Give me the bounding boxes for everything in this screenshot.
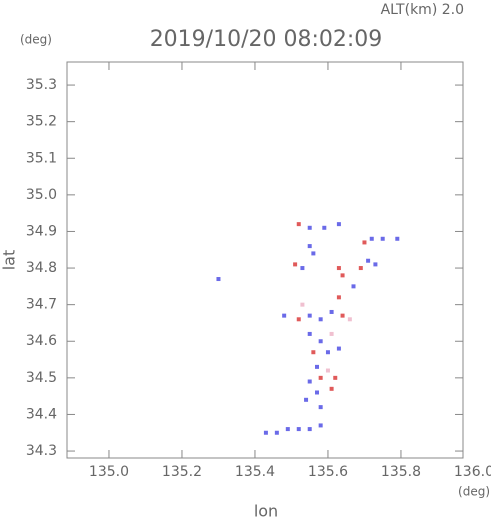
echo-point — [373, 262, 378, 267]
echo-point — [307, 313, 312, 318]
echo-point — [336, 346, 341, 351]
y-tick-label: 34.8 — [26, 260, 57, 276]
echo-point — [282, 313, 287, 318]
x-tick-label: 135.0 — [89, 464, 129, 480]
echo-point — [263, 430, 268, 435]
echo-point — [285, 427, 290, 432]
x-unit: (deg) — [458, 485, 490, 499]
echo-point — [325, 368, 330, 373]
x-tick-label: 135.8 — [381, 464, 421, 480]
echo-point — [369, 236, 374, 241]
echo-point — [307, 225, 312, 230]
y-tick-label: 34.5 — [26, 370, 57, 386]
echo-point — [340, 313, 345, 318]
echo-point — [296, 317, 301, 322]
echo-point — [336, 222, 341, 227]
y-tick-label: 35.3 — [26, 77, 57, 93]
echo-point — [318, 423, 323, 428]
echo-point — [274, 430, 279, 435]
x-tick-label: 135.2 — [162, 464, 202, 480]
echo-point — [296, 427, 301, 432]
echo-point — [336, 295, 341, 300]
echo-point — [300, 266, 305, 271]
echo-point — [333, 375, 338, 380]
y-tick-label: 34.7 — [26, 297, 57, 313]
y-tick-label: 34.4 — [26, 406, 57, 422]
echo-point — [318, 405, 323, 410]
echo-point — [366, 258, 371, 263]
echo-point — [329, 331, 334, 336]
echo-point — [296, 222, 301, 227]
y-unit: (deg) — [20, 33, 52, 47]
echo-point — [293, 262, 298, 267]
echo-point — [329, 309, 334, 314]
echo-point — [315, 364, 320, 369]
y-tick-label: 34.6 — [26, 333, 57, 349]
y-tick-label: 34.3 — [26, 443, 57, 459]
echo-point — [307, 427, 312, 432]
echo-point — [358, 266, 363, 271]
echo-point — [340, 273, 345, 278]
echo-point — [307, 244, 312, 249]
echo-point — [318, 375, 323, 380]
echo-point — [329, 386, 334, 391]
echo-point — [311, 350, 316, 355]
echo-point — [304, 397, 309, 402]
echo-point — [311, 251, 316, 256]
echo-point — [315, 390, 320, 395]
x-tick-label: 135.6 — [308, 464, 348, 480]
chart-title: 2019/10/20 08:02:09 — [150, 27, 383, 52]
plot-frame — [66, 61, 464, 459]
y-tick-label: 34.9 — [26, 223, 57, 239]
echo-point — [307, 331, 312, 336]
echo-point — [216, 277, 221, 282]
y-axis-label: lat — [0, 250, 19, 271]
echo-point — [300, 302, 305, 307]
echo-point — [318, 339, 323, 344]
y-tick-label: 35.1 — [26, 150, 57, 166]
echo-point — [347, 317, 352, 322]
y-tick-label: 35.2 — [26, 114, 57, 130]
y-tick-label: 35.0 — [26, 187, 57, 203]
echo-point — [395, 236, 400, 241]
echo-point — [322, 225, 327, 230]
echo-point — [362, 240, 367, 245]
x-axis-label: lon — [254, 502, 278, 521]
echo-point — [307, 379, 312, 384]
echo-point — [380, 236, 385, 241]
x-tick-label: 136.0 — [454, 464, 491, 480]
echo-point — [318, 317, 323, 322]
altitude-label: ALT(km) 2.0 — [381, 2, 464, 18]
echo-point — [325, 350, 330, 355]
echo-point — [336, 266, 341, 271]
x-tick-label: 135.4 — [235, 464, 275, 480]
echo-point — [351, 284, 356, 289]
